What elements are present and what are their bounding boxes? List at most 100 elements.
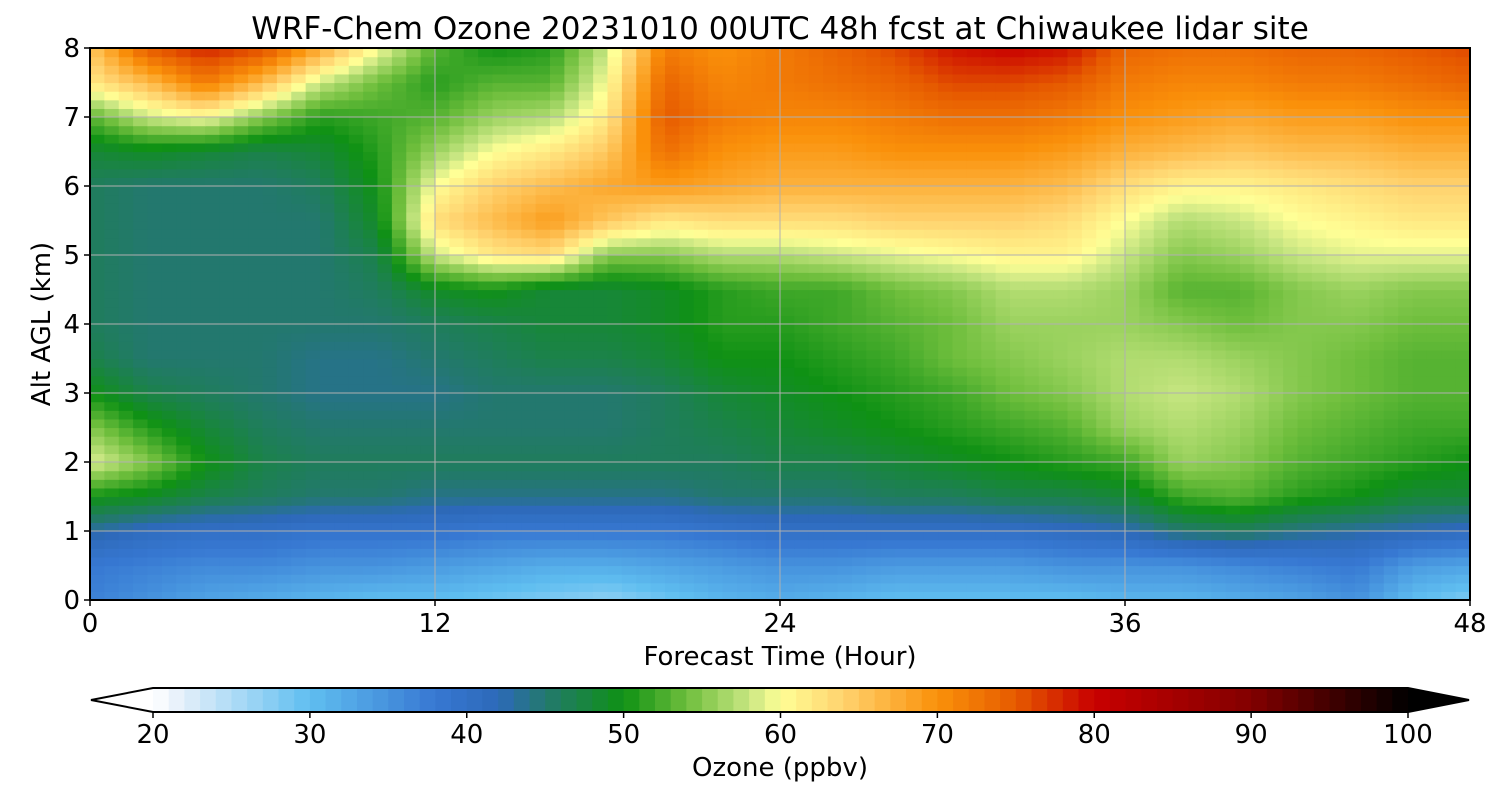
heatmap-cell xyxy=(1067,349,1083,360)
heatmap-cell xyxy=(463,211,479,222)
heatmap-cell xyxy=(219,427,235,437)
heatmap-cell xyxy=(521,513,537,523)
heatmap-cell xyxy=(923,384,939,394)
heatmap-cell xyxy=(1283,298,1299,308)
heatmap-cell xyxy=(952,255,968,265)
heatmap-cell xyxy=(895,582,910,592)
heatmap-cell xyxy=(1024,229,1040,239)
heatmap-cell xyxy=(118,255,134,265)
heatmap-cell xyxy=(866,453,882,463)
heatmap-cell xyxy=(578,556,594,567)
heatmap-cell xyxy=(665,194,680,204)
heatmap-cell xyxy=(219,203,235,213)
heatmap-cell xyxy=(550,427,565,437)
heatmap-cell xyxy=(665,298,680,308)
heatmap-cell xyxy=(981,393,997,403)
heatmap-cell xyxy=(621,298,637,308)
heatmap-cell xyxy=(722,418,738,429)
heatmap-cell xyxy=(895,211,910,222)
heatmap-cell xyxy=(133,211,149,222)
heatmap-cell xyxy=(305,565,321,575)
heatmap-cell xyxy=(492,531,508,541)
heatmap-cell xyxy=(1311,401,1327,411)
heatmap-cell xyxy=(377,513,393,523)
heatmap-cell xyxy=(765,324,781,334)
heatmap-cell xyxy=(205,160,220,170)
heatmap-cell xyxy=(1067,487,1083,498)
heatmap-cell xyxy=(895,556,910,567)
heatmap-cell xyxy=(248,522,264,532)
heatmap-cell xyxy=(780,203,795,213)
heatmap-cell xyxy=(1311,237,1327,247)
heatmap-cell xyxy=(435,280,450,291)
heatmap-cell xyxy=(478,246,494,256)
heatmap-cell xyxy=(521,401,537,411)
heatmap-cell xyxy=(1268,211,1284,222)
heatmap-cell xyxy=(1125,324,1140,334)
heatmap-cell xyxy=(1369,427,1385,437)
heatmap-cell xyxy=(492,280,508,291)
heatmap-cell xyxy=(334,246,350,256)
heatmap-cell xyxy=(1426,384,1442,394)
heatmap-cell xyxy=(1125,246,1140,256)
plot-area xyxy=(90,48,1471,601)
heatmap-cell xyxy=(995,220,1011,230)
heatmap-cell xyxy=(1067,341,1083,351)
heatmap-cell xyxy=(736,263,752,273)
heatmap-cell xyxy=(708,324,724,334)
heatmap-cell xyxy=(708,211,724,222)
heatmap-cell xyxy=(205,393,220,403)
heatmap-cell xyxy=(1024,168,1040,178)
heatmap-cell xyxy=(463,341,479,351)
heatmap-cell xyxy=(1369,522,1385,532)
heatmap-cell xyxy=(118,453,134,463)
heatmap-cell xyxy=(377,194,393,204)
heatmap-cell xyxy=(377,203,393,213)
heatmap-cell xyxy=(1225,375,1241,385)
heatmap-cell xyxy=(1168,263,1184,273)
heatmap-cell xyxy=(607,211,623,222)
heatmap-cell xyxy=(1254,556,1270,567)
heatmap-cell xyxy=(665,237,680,247)
heatmap-cell xyxy=(909,375,925,385)
heatmap-cell xyxy=(550,211,565,222)
heatmap-cell xyxy=(1441,358,1457,368)
heatmap-cell xyxy=(1038,513,1054,523)
heatmap-cell xyxy=(1225,427,1241,437)
heatmap-cell xyxy=(1024,246,1040,256)
heatmap-cell xyxy=(1426,280,1442,291)
heatmap-cell xyxy=(1283,384,1299,394)
heatmap-cell xyxy=(995,306,1011,316)
heatmap-cell xyxy=(564,194,580,204)
heatmap-cell xyxy=(219,444,235,454)
heatmap-cell xyxy=(320,410,335,420)
heatmap-cell xyxy=(751,168,767,178)
heatmap-cell xyxy=(104,582,120,592)
heatmap-cell xyxy=(679,401,695,411)
heatmap-cell xyxy=(981,255,997,265)
heatmap-cell xyxy=(1196,160,1212,170)
heatmap-cell xyxy=(262,574,278,584)
heatmap-cell xyxy=(176,401,192,411)
heatmap-cell xyxy=(1355,462,1370,472)
heatmap-cell xyxy=(966,582,982,592)
heatmap-cell xyxy=(895,151,910,161)
heatmap-cell xyxy=(966,444,982,454)
heatmap-cell xyxy=(693,427,709,437)
heatmap-cell xyxy=(1441,444,1457,454)
heatmap-cell xyxy=(1153,453,1169,463)
heatmap-cell xyxy=(1053,332,1069,342)
heatmap-cell xyxy=(1254,539,1270,549)
heatmap-cell xyxy=(1254,341,1270,351)
heatmap-cell xyxy=(607,410,623,420)
heatmap-cell xyxy=(1412,462,1428,472)
heatmap-cell xyxy=(693,203,709,213)
heatmap-cell xyxy=(1412,418,1428,429)
heatmap-cell xyxy=(1024,470,1040,480)
heatmap-cell xyxy=(463,384,479,394)
heatmap-cell xyxy=(1182,375,1198,385)
heatmap-cell xyxy=(190,384,206,394)
heatmap-cell xyxy=(1067,315,1083,325)
heatmap-cell xyxy=(808,418,824,429)
heatmap-cell xyxy=(1311,505,1327,515)
